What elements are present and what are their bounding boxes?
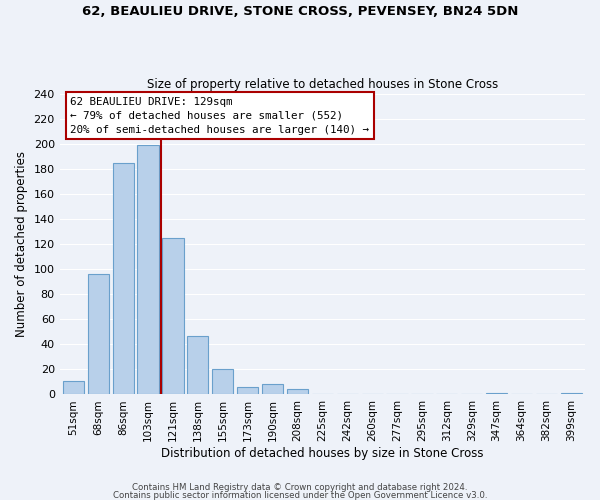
Bar: [63, 380, 84, 394]
Title: Size of property relative to detached houses in Stone Cross: Size of property relative to detached ho…: [147, 78, 498, 91]
Bar: [163, 238, 184, 394]
Bar: [113, 162, 134, 394]
Bar: [88, 274, 109, 394]
Text: Contains HM Land Registry data © Crown copyright and database right 2024.: Contains HM Land Registry data © Crown c…: [132, 484, 468, 492]
Bar: [187, 336, 208, 394]
Bar: [237, 387, 258, 394]
X-axis label: Distribution of detached houses by size in Stone Cross: Distribution of detached houses by size …: [161, 447, 484, 460]
Bar: [486, 393, 507, 394]
Bar: [287, 390, 308, 394]
Text: 62 BEAULIEU DRIVE: 129sqm
← 79% of detached houses are smaller (552)
20% of semi: 62 BEAULIEU DRIVE: 129sqm ← 79% of detac…: [70, 96, 369, 134]
Bar: [137, 145, 158, 394]
Bar: [212, 370, 233, 394]
Text: 62, BEAULIEU DRIVE, STONE CROSS, PEVENSEY, BN24 5DN: 62, BEAULIEU DRIVE, STONE CROSS, PEVENSE…: [82, 5, 518, 18]
Bar: [561, 393, 582, 394]
Text: Contains public sector information licensed under the Open Government Licence v3: Contains public sector information licen…: [113, 490, 487, 500]
Y-axis label: Number of detached properties: Number of detached properties: [15, 151, 28, 337]
Bar: [262, 384, 283, 394]
